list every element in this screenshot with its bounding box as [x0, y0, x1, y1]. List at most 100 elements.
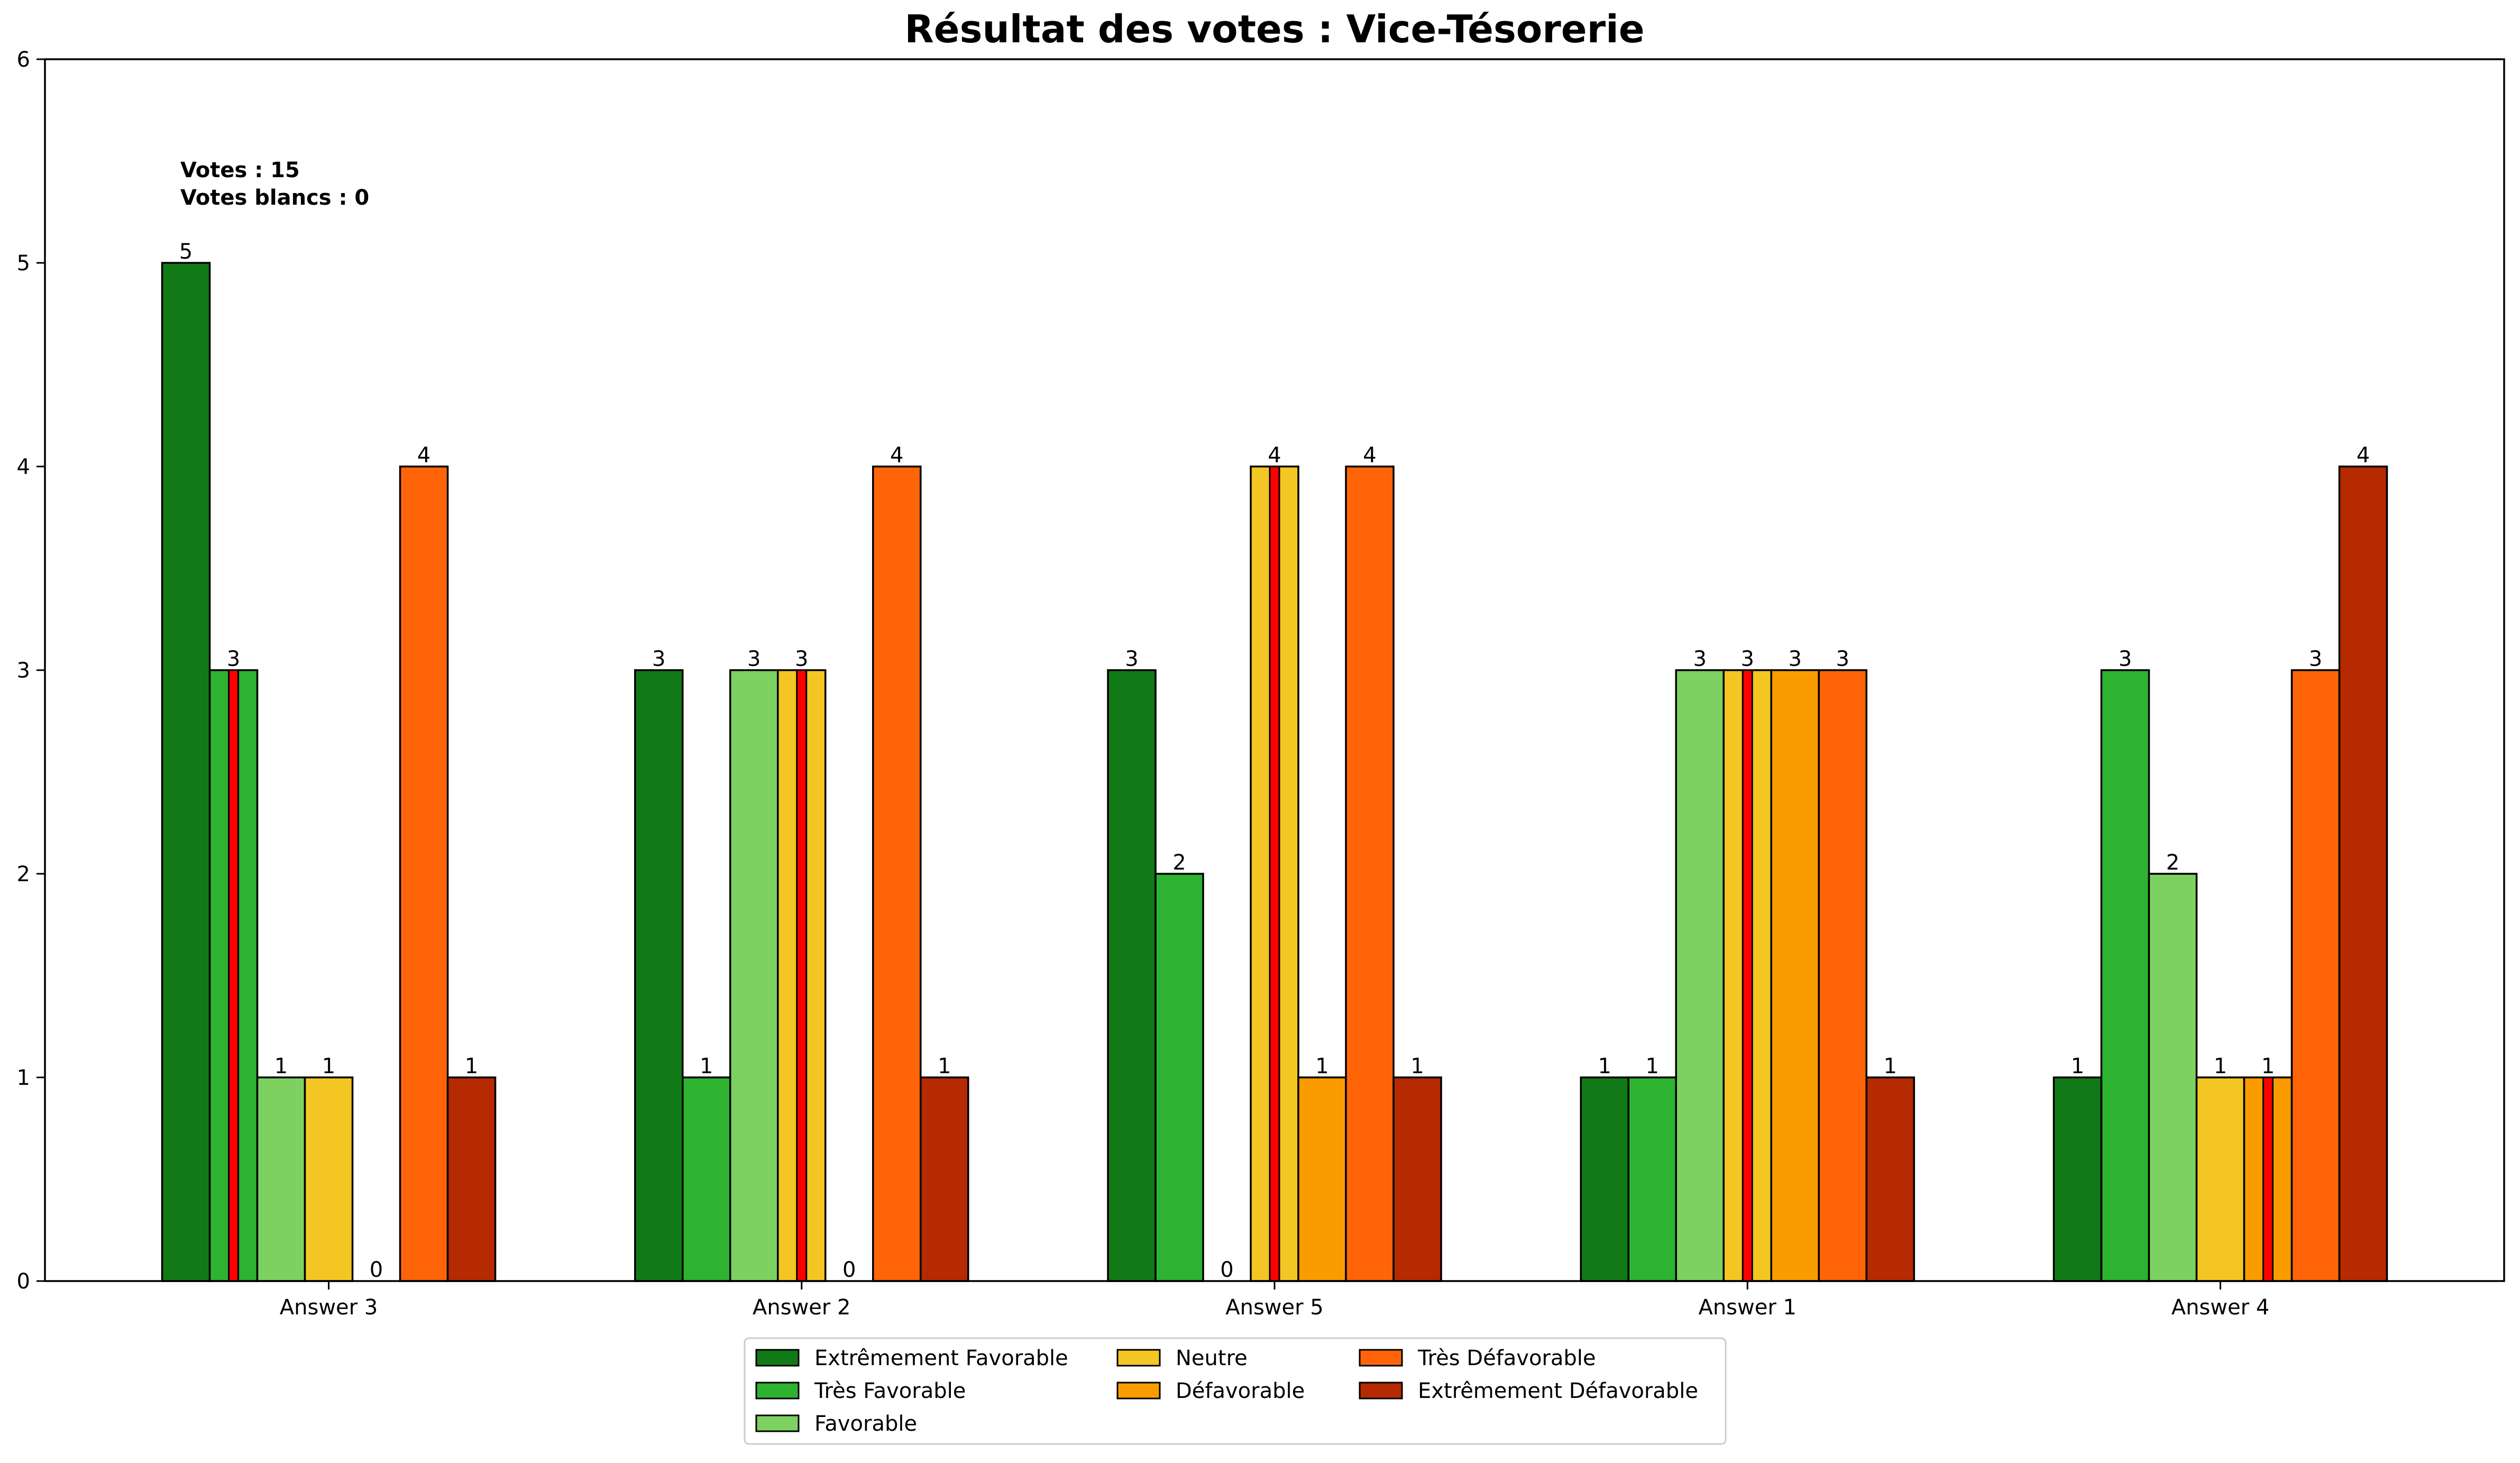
bar-value-label: 3	[795, 647, 808, 671]
bar-value-label: 1	[465, 1054, 478, 1078]
bar-value-label: 4	[417, 443, 430, 468]
legend-swatch	[1359, 1349, 1403, 1367]
bar	[2195, 1076, 2246, 1282]
bar-value-label: 3	[652, 647, 665, 671]
bar-value-label: 4	[890, 443, 903, 468]
x-tick-label: Answer 1	[1698, 1295, 1797, 1320]
bar	[1865, 1076, 1915, 1282]
bar	[2290, 669, 2341, 1282]
median-marker	[1269, 465, 1280, 1282]
bar	[2338, 465, 2388, 1282]
bar-value-label: 3	[747, 647, 760, 671]
legend-label: Très Défavorable	[1417, 1346, 1596, 1370]
bar	[446, 1076, 497, 1282]
bar	[634, 669, 684, 1282]
annotation-text: Votes blancs : 0	[180, 186, 369, 210]
bar	[1818, 669, 1867, 1282]
bar	[872, 465, 922, 1282]
bar-value-label: 4	[1363, 443, 1376, 468]
bar-value-label: 1	[1410, 1054, 1424, 1078]
bar	[1154, 873, 1204, 1282]
legend-label: Défavorable	[1176, 1379, 1305, 1403]
y-tick-label: 1	[17, 1066, 30, 1090]
bar-value-label: 3	[2309, 647, 2322, 671]
bar	[1580, 1076, 1629, 1282]
x-tick-label: Answer 5	[1225, 1295, 1324, 1320]
y-tick-label: 3	[17, 659, 30, 683]
median-marker	[228, 669, 240, 1282]
bar-value-label: 3	[1693, 647, 1707, 671]
bar-value-label: 1	[938, 1054, 951, 1078]
bar	[1675, 669, 1725, 1282]
bar-value-label: 3	[2119, 647, 2132, 671]
bar-value-label: 1	[274, 1054, 288, 1078]
y-tick-label: 2	[17, 862, 30, 886]
bar-value-label: 3	[1741, 647, 1754, 671]
median-marker	[2262, 1076, 2274, 1282]
bar	[161, 262, 211, 1282]
median-marker	[1742, 669, 1753, 1282]
bar	[1107, 669, 1157, 1282]
bar	[399, 465, 449, 1282]
bar-value-label: 3	[227, 647, 240, 671]
legend-label: Extrêmement Favorable	[814, 1346, 1068, 1370]
bar-value-label: 1	[1646, 1054, 1659, 1078]
bar-value-label: 2	[2166, 851, 2179, 875]
bar	[682, 1076, 731, 1282]
median-marker	[796, 669, 808, 1282]
bar-value-label: 3	[1125, 647, 1138, 671]
bar-value-label: 1	[2261, 1054, 2275, 1078]
bar	[1392, 1076, 1442, 1282]
bar	[1770, 669, 1820, 1282]
bar	[729, 669, 779, 1282]
bar-value-label: 0	[370, 1258, 383, 1282]
annotation-text: Votes : 15	[180, 158, 300, 182]
y-tick-label: 6	[17, 48, 30, 72]
x-tick-label: Answer 4	[2171, 1295, 2270, 1320]
bar-value-label: 0	[1220, 1258, 1233, 1282]
bar-value-label: 1	[1315, 1054, 1328, 1078]
legend-label: Extrêmement Défavorable	[1418, 1379, 1698, 1403]
bar-value-label: 1	[700, 1054, 713, 1078]
bar-value-label: 3	[1789, 647, 1802, 671]
legend-swatch	[755, 1382, 800, 1400]
plot-frame	[44, 58, 2505, 1282]
bar	[1627, 1076, 1677, 1282]
bar-value-label: 3	[1836, 647, 1849, 671]
bar-value-label: 1	[2214, 1054, 2227, 1078]
bar-value-label: 5	[179, 240, 193, 264]
bar	[304, 1076, 354, 1282]
legend-label: Très Favorable	[814, 1379, 966, 1403]
legend-swatch	[1359, 1382, 1403, 1400]
x-tick-label: Answer 3	[280, 1295, 378, 1320]
legend-swatch	[755, 1349, 800, 1367]
legend-swatch	[755, 1414, 800, 1432]
bar	[920, 1076, 969, 1282]
legend-swatch	[1116, 1382, 1161, 1400]
bar-value-label: 4	[1268, 443, 1281, 468]
bar	[1345, 465, 1395, 1282]
bar	[2100, 669, 2150, 1282]
bar-value-label: 1	[322, 1054, 335, 1078]
y-tick-label: 0	[17, 1269, 30, 1294]
x-tick-label: Answer 2	[753, 1295, 851, 1320]
bar-value-label: 2	[1172, 851, 1186, 875]
legend-label: Favorable	[814, 1412, 917, 1436]
bar	[256, 1076, 306, 1282]
bar-value-label: 0	[842, 1258, 856, 1282]
y-tick-label: 5	[17, 251, 30, 276]
bar	[2052, 1076, 2103, 1282]
bar-value-label: 1	[2071, 1054, 2084, 1078]
bar-value-label: 4	[2357, 443, 2370, 468]
bar	[1297, 1076, 1347, 1282]
bar-value-label: 1	[1884, 1054, 1897, 1078]
chart-title: Résultat des votes : Vice-Tésorerie	[904, 7, 1644, 51]
legend-label: Neutre	[1176, 1346, 1248, 1370]
y-tick-label: 4	[17, 455, 30, 479]
legend-box	[744, 1337, 1727, 1445]
bar	[2148, 873, 2198, 1282]
legend-swatch	[1116, 1349, 1161, 1367]
bar-value-label: 1	[1598, 1054, 1611, 1078]
